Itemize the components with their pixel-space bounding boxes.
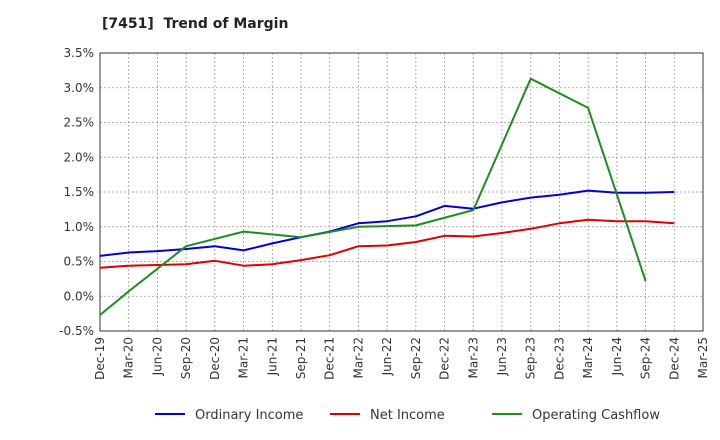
x-tick-label: Mar-25 bbox=[696, 337, 710, 378]
y-tick-label: 1.0% bbox=[64, 220, 95, 234]
y-tick-label: 1.5% bbox=[64, 185, 95, 199]
x-tick-label: Sep-22 bbox=[409, 337, 423, 379]
x-tick-label: Mar-24 bbox=[581, 337, 595, 378]
series-line bbox=[99, 218, 675, 269]
x-tick-label: Dec-22 bbox=[438, 337, 452, 380]
y-tick-label: 3.5% bbox=[64, 46, 95, 60]
x-tick-label: Jun-21 bbox=[265, 337, 279, 376]
series-line bbox=[99, 77, 647, 316]
x-tick-label: Sep-23 bbox=[524, 337, 538, 379]
x-tick-label: Jun-20 bbox=[150, 337, 164, 376]
series-line bbox=[99, 189, 675, 257]
x-tick-label: Mar-23 bbox=[466, 337, 480, 378]
x-tick-label: Jun-22 bbox=[380, 337, 394, 376]
x-tick-label: Jun-23 bbox=[495, 337, 509, 376]
x-tick-label: Dec-24 bbox=[667, 337, 681, 380]
x-tick-label: Jun-24 bbox=[610, 337, 624, 376]
x-tick-label: Sep-20 bbox=[179, 337, 193, 379]
x-tick-label: Dec-19 bbox=[93, 337, 107, 380]
y-tick-label: -0.5% bbox=[59, 324, 94, 338]
y-tick-label: 2.0% bbox=[64, 150, 95, 164]
legend-label: Ordinary Income bbox=[195, 408, 303, 423]
legend-label: Operating Cashflow bbox=[532, 408, 660, 423]
x-tick-label: Dec-23 bbox=[552, 337, 566, 380]
x-tick-label: Dec-21 bbox=[323, 337, 337, 380]
y-tick-label: 0.5% bbox=[64, 255, 95, 269]
x-tick-label: Dec-20 bbox=[208, 337, 222, 380]
legend-label: Net Income bbox=[370, 408, 445, 423]
chart-title: [7451] Trend of Margin bbox=[102, 16, 289, 32]
x-tick-label: Sep-21 bbox=[294, 337, 308, 379]
x-tick-label: Mar-20 bbox=[122, 337, 136, 378]
y-tick-label: 3.0% bbox=[64, 81, 95, 95]
y-tick-label: 2.5% bbox=[64, 116, 95, 130]
x-tick-label: Mar-21 bbox=[237, 337, 251, 378]
x-tick-label: Mar-22 bbox=[351, 337, 365, 378]
plot-border bbox=[99, 52, 704, 332]
x-tick-label: Sep-24 bbox=[639, 337, 653, 379]
y-tick-label: 0.0% bbox=[64, 289, 95, 303]
